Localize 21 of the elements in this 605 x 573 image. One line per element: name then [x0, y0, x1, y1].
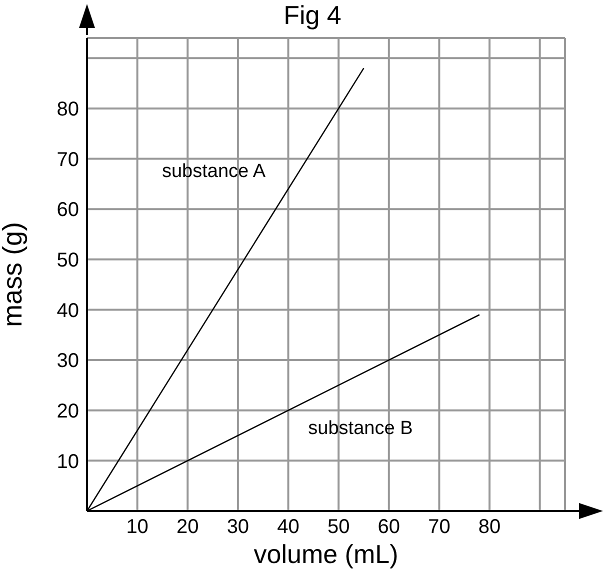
x-tick-label: 50 [327, 516, 350, 538]
chart-title: Fig 4 [282, 0, 342, 30]
y-tick-label: 70 [56, 148, 79, 171]
series-label: substance A [162, 161, 266, 182]
y-tick-label: 40 [56, 300, 79, 322]
y-tick-label: 30 [56, 350, 79, 372]
y-tick-label: 80 [56, 98, 79, 121]
series-label: substance B [308, 418, 413, 439]
x-tick-label: 20 [176, 516, 199, 538]
y-tick-label: 20 [56, 400, 79, 422]
x-axis-title: volume (mL) [254, 539, 398, 569]
x-tick-label: 80 [478, 516, 501, 538]
x-tick-label: 70 [428, 516, 450, 538]
x-tick-label: 60 [378, 516, 400, 538]
y-tick-label: 50 [56, 250, 79, 272]
y-tick-label: 10 [56, 450, 79, 473]
x-tick-label: 10 [126, 516, 148, 538]
x-tick-label: 40 [277, 516, 300, 538]
y-tick-label: 60 [56, 199, 79, 222]
x-tick-label: 30 [226, 516, 250, 538]
y-axis-title: mass (g) [0, 222, 28, 328]
